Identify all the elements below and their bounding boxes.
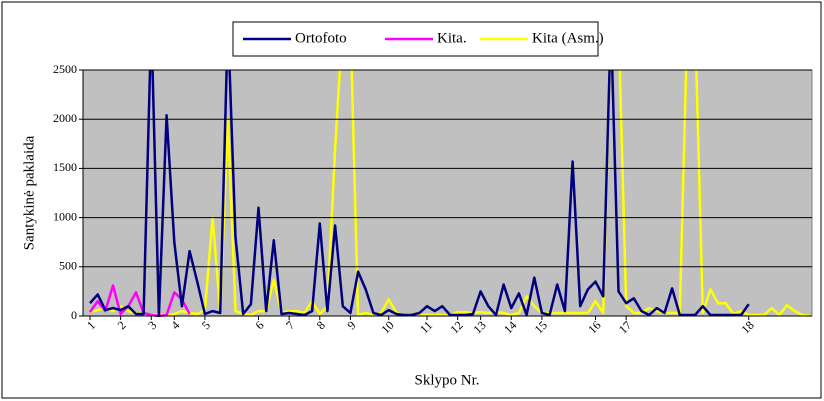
legend-text: Kita. (437, 30, 467, 46)
y-axis-title: Santykinė paklaida (21, 135, 37, 250)
y-tick-label: 0 (71, 308, 77, 322)
plot-area (82, 69, 813, 317)
series-line (89, 70, 750, 317)
y-tick-label: 500 (59, 259, 77, 273)
y-tick-label: 1000 (53, 209, 77, 223)
legend-text: Kita (Asm.) (532, 30, 604, 46)
series-line (88, 284, 191, 317)
y-tick-label: 2500 (53, 62, 77, 76)
y-tick-label: 1500 (53, 160, 77, 174)
plot-lines (88, 70, 811, 317)
y-tick-label: 2000 (53, 111, 77, 125)
x-axis-title: Sklypo Nr. (414, 372, 479, 388)
legend-text: Ortofoto (295, 30, 347, 46)
